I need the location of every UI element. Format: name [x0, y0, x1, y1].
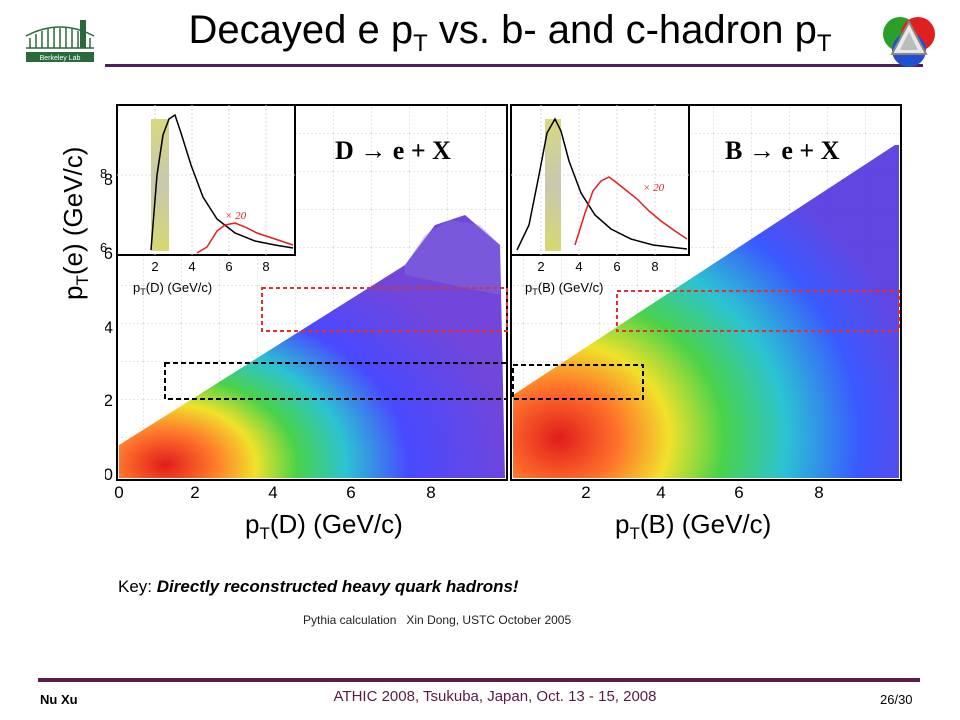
experiment-logo — [883, 17, 935, 67]
right-inset-e-curve — [574, 176, 688, 246]
inset-y-tick: 6 — [100, 240, 108, 255]
left-inset-d-curve — [150, 113, 294, 251]
footer-author: Nu Xu — [40, 692, 78, 707]
y-tick: 4 — [105, 318, 113, 337]
right-x-label: pT(B) (GeV/c) — [615, 509, 771, 543]
left-mid-pt-box — [164, 362, 508, 400]
slide-title: Decayed e pT vs. b- and c-hadron pT — [150, 6, 870, 57]
credit-line: Pythia calculation Xin Dong, USTC October… — [303, 612, 571, 628]
left-x-tick: 2 — [190, 483, 199, 502]
left-inset-tick: 2 — [151, 259, 158, 274]
right-heatmap — [513, 145, 899, 478]
right-x-tick: 8 — [814, 483, 823, 502]
left-inset-band — [151, 119, 169, 251]
left-x-tick: 4 — [268, 483, 277, 502]
left-inset-tick: 4 — [188, 259, 195, 274]
svg-text:pT(e) (GeV/c): pT(e) (GeV/c) — [58, 147, 92, 300]
right-inset-band — [545, 119, 561, 251]
y-tick: 2 — [105, 391, 113, 410]
left-inset-xlabel: pT(D) (GeV/c) — [133, 280, 212, 297]
footer-divider — [38, 678, 920, 682]
right-inset-tick: 4 — [575, 259, 582, 274]
right-inset-tick: 2 — [537, 259, 544, 274]
right-mid-pt-box — [512, 364, 644, 400]
credit-right: Xin Dong, USTC October 2005 — [406, 613, 572, 627]
title-middle: vs. b- and c-hadron p — [427, 8, 817, 52]
right-reaction-label: B → e + X — [725, 136, 840, 165]
y-tick: 8 — [105, 170, 113, 189]
right-inset-xlabel: pT(B) (GeV/c) — [525, 280, 603, 297]
key-text: Directly reconstructed heavy quark hadro… — [156, 577, 519, 596]
berkeley-lab-logo: Berkeley Lab — [25, 20, 95, 62]
right-inset-b-curve — [516, 117, 688, 251]
left-x-label: pT(D) (GeV/c) — [245, 509, 403, 543]
right-inset-tick: 8 — [651, 259, 658, 274]
slide-number: 26/30 — [880, 692, 913, 707]
right-inset-tick: 6 — [613, 259, 620, 274]
title-divider — [105, 64, 923, 67]
y-tick: 6 — [105, 244, 113, 263]
inset-y-tick: 8 — [100, 166, 108, 181]
left-inset-tick: 6 — [225, 259, 232, 274]
footer-conference: ATHIC 2008, Tsukuba, Japan, Oct. 13 - 15… — [333, 688, 657, 705]
right-x-tick: 2 — [581, 483, 590, 502]
key-label: Key: — [118, 577, 157, 596]
left-x-tick: 6 — [346, 483, 355, 502]
key-caption: Key: Directly reconstructed heavy quark … — [118, 576, 519, 598]
title-sub2: T — [816, 30, 832, 57]
left-reaction-label: D → e + X — [335, 136, 451, 165]
left-inset-e-curve — [196, 222, 294, 254]
right-high-pt-box — [616, 290, 900, 332]
credit-left: Pythia calculation — [303, 613, 397, 627]
left-high-pt-box — [261, 287, 508, 332]
right-x-tick: 4 — [656, 483, 665, 502]
left-inset-frame — [116, 104, 296, 256]
title-sub1: T — [413, 30, 428, 57]
left-inset-tick: 8 — [262, 259, 269, 274]
y-tick: 0 — [105, 465, 113, 484]
right-x-tick: 6 — [734, 483, 743, 502]
right-inset-scale: × 20 — [643, 182, 665, 194]
title-main: Decayed e p — [188, 8, 414, 52]
left-x-tick: 8 — [426, 483, 435, 502]
left-heatmap — [119, 215, 505, 478]
y-axis-label: pT(e) (GeV/c) — [58, 147, 92, 300]
pt-correlation-figure: × 20 × 20 D → e + X B → e + X 2 4 6 8 2 … — [105, 104, 902, 543]
left-x-tick: 0 — [114, 483, 123, 502]
left-inset-scale: × 20 — [225, 210, 247, 222]
logo-text: Berkeley Lab — [40, 55, 81, 62]
